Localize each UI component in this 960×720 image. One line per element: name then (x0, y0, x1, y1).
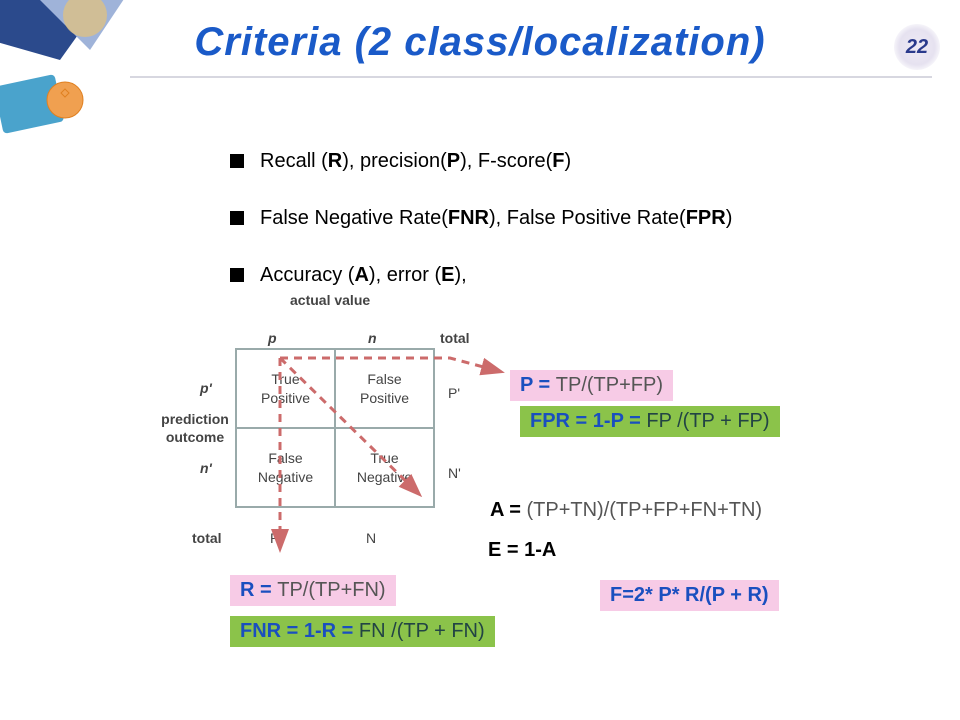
formula-R: R = TP/(TP+FN) (230, 575, 396, 606)
bullet-bold: R (328, 150, 342, 172)
formula-lhs: FPR = 1-P = (530, 410, 646, 432)
formula-P: P = TP/(TP+FP) (510, 370, 673, 401)
bullet-bold: A (354, 264, 368, 286)
bullet-text: ) (565, 150, 572, 172)
title-divider (130, 76, 932, 78)
bullet-bold: FPR (686, 207, 726, 229)
bullet-text: ) (726, 207, 733, 229)
bullet-text: False Negative Rate( (260, 207, 448, 229)
formula-rhs: TP/(TP+FP) (556, 374, 663, 396)
bullet-text: ), precision( (342, 150, 446, 172)
bullet-text: Accuracy ( (260, 264, 354, 286)
formula-E: E = 1-A (478, 535, 566, 566)
formula-FPR: FPR = 1-P = FP /(TP + FP) (520, 406, 780, 437)
formula-lhs: FNR = 1-R = (240, 620, 359, 642)
bullet-item: Recall (R), precision(P), F-score(F) (230, 150, 732, 173)
formula-rhs: FP /(TP + FP) (646, 410, 769, 432)
formula-rhs: (TP+TN)/(TP+FP+FN+TN) (527, 499, 763, 521)
page-number: 22 (906, 36, 928, 59)
slide: Criteria (2 class/localization) 22 Recal… (0, 0, 960, 720)
formula-A: A = (TP+TN)/(TP+FP+FN+TN) (480, 495, 772, 526)
page-number-badge: 22 (894, 24, 940, 70)
bullet-text: ), F-score( (460, 150, 552, 172)
bullet-bold: E (441, 264, 454, 286)
formula-lhs: P = (520, 374, 556, 396)
bullet-bold: F (552, 150, 564, 172)
confusion-matrix: actual value predictionoutcome p n total… (150, 300, 510, 580)
bullet-list: Recall (R), precision(P), F-score(F) Fal… (190, 150, 732, 321)
bullet-text: ), False Positive Rate( (489, 207, 686, 229)
bullet-text: Recall ( (260, 150, 328, 172)
bullet-item: False Negative Rate(FNR), False Positive… (230, 207, 732, 230)
formula-lhs: R = (240, 579, 277, 601)
title-text: Criteria (2 class/localization) (194, 20, 765, 64)
formula-lhs: A = (490, 499, 527, 521)
bullet-text: ), (454, 264, 466, 286)
formula-rhs: FN /(TP + FN) (359, 620, 485, 642)
bullet-text: ), error ( (369, 264, 441, 286)
bullet-item: Accuracy (A), error (E), (230, 264, 732, 287)
bullet-bold: P (447, 150, 460, 172)
bullet-bold: FNR (448, 207, 489, 229)
formula-FNR: FNR = 1-R = FN /(TP + FN) (230, 616, 495, 647)
formula-rhs: TP/(TP+FN) (277, 579, 385, 601)
formula-F: F=2* P* R/(P + R) (600, 580, 779, 611)
slide-title: Criteria (2 class/localization) (0, 20, 960, 65)
